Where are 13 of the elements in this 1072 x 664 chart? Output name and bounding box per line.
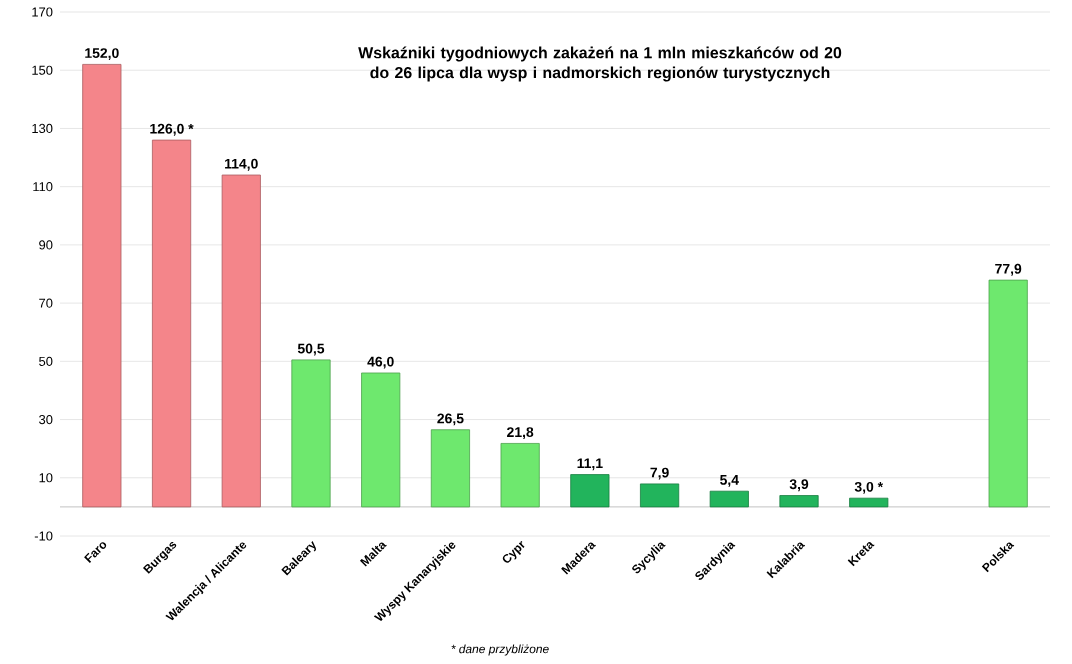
bar: [221, 174, 261, 508]
bar: [640, 483, 680, 508]
bar: [430, 429, 470, 508]
bar: [500, 443, 540, 508]
bar: [570, 474, 610, 508]
bar: [849, 497, 889, 508]
bar: [82, 63, 122, 508]
bar: [291, 359, 331, 508]
bar: [709, 490, 749, 508]
bar: [988, 279, 1028, 508]
bar: [151, 139, 192, 508]
bar: [361, 372, 401, 508]
bar: [779, 495, 819, 508]
